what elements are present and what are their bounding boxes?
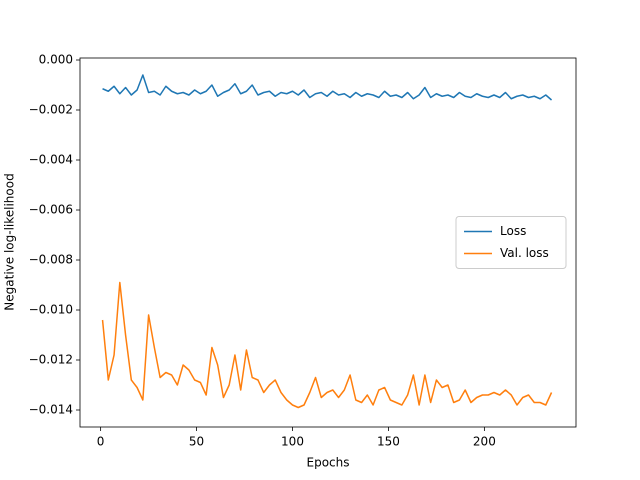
- y-tick-label: 0.000: [39, 53, 73, 67]
- y-tick-label: −0.014: [29, 403, 73, 417]
- y-tick-label: −0.006: [29, 203, 73, 217]
- y-tick-label: −0.012: [29, 353, 73, 367]
- x-tick-label: 200: [473, 435, 496, 449]
- y-tick-label: −0.008: [29, 253, 73, 267]
- legend-label: Val. loss: [500, 246, 549, 260]
- x-tick-label: 150: [377, 435, 400, 449]
- x-tick-label: 0: [97, 435, 105, 449]
- y-axis-label: Negative log-likelihood: [3, 173, 17, 310]
- plot-frame: [79, 57, 577, 428]
- x-tick-label: 100: [281, 435, 304, 449]
- data-line: [101, 281, 553, 409]
- legend-box: [455, 216, 567, 269]
- x-axis-label: Epochs: [307, 456, 350, 470]
- legend-label: Loss: [500, 224, 526, 238]
- y-tick-label: −0.004: [29, 153, 73, 167]
- y-tick-label: −0.002: [29, 103, 73, 117]
- y-tick-label: −0.010: [29, 303, 73, 317]
- x-tick-label: 50: [189, 435, 204, 449]
- data-line: [102, 74, 553, 101]
